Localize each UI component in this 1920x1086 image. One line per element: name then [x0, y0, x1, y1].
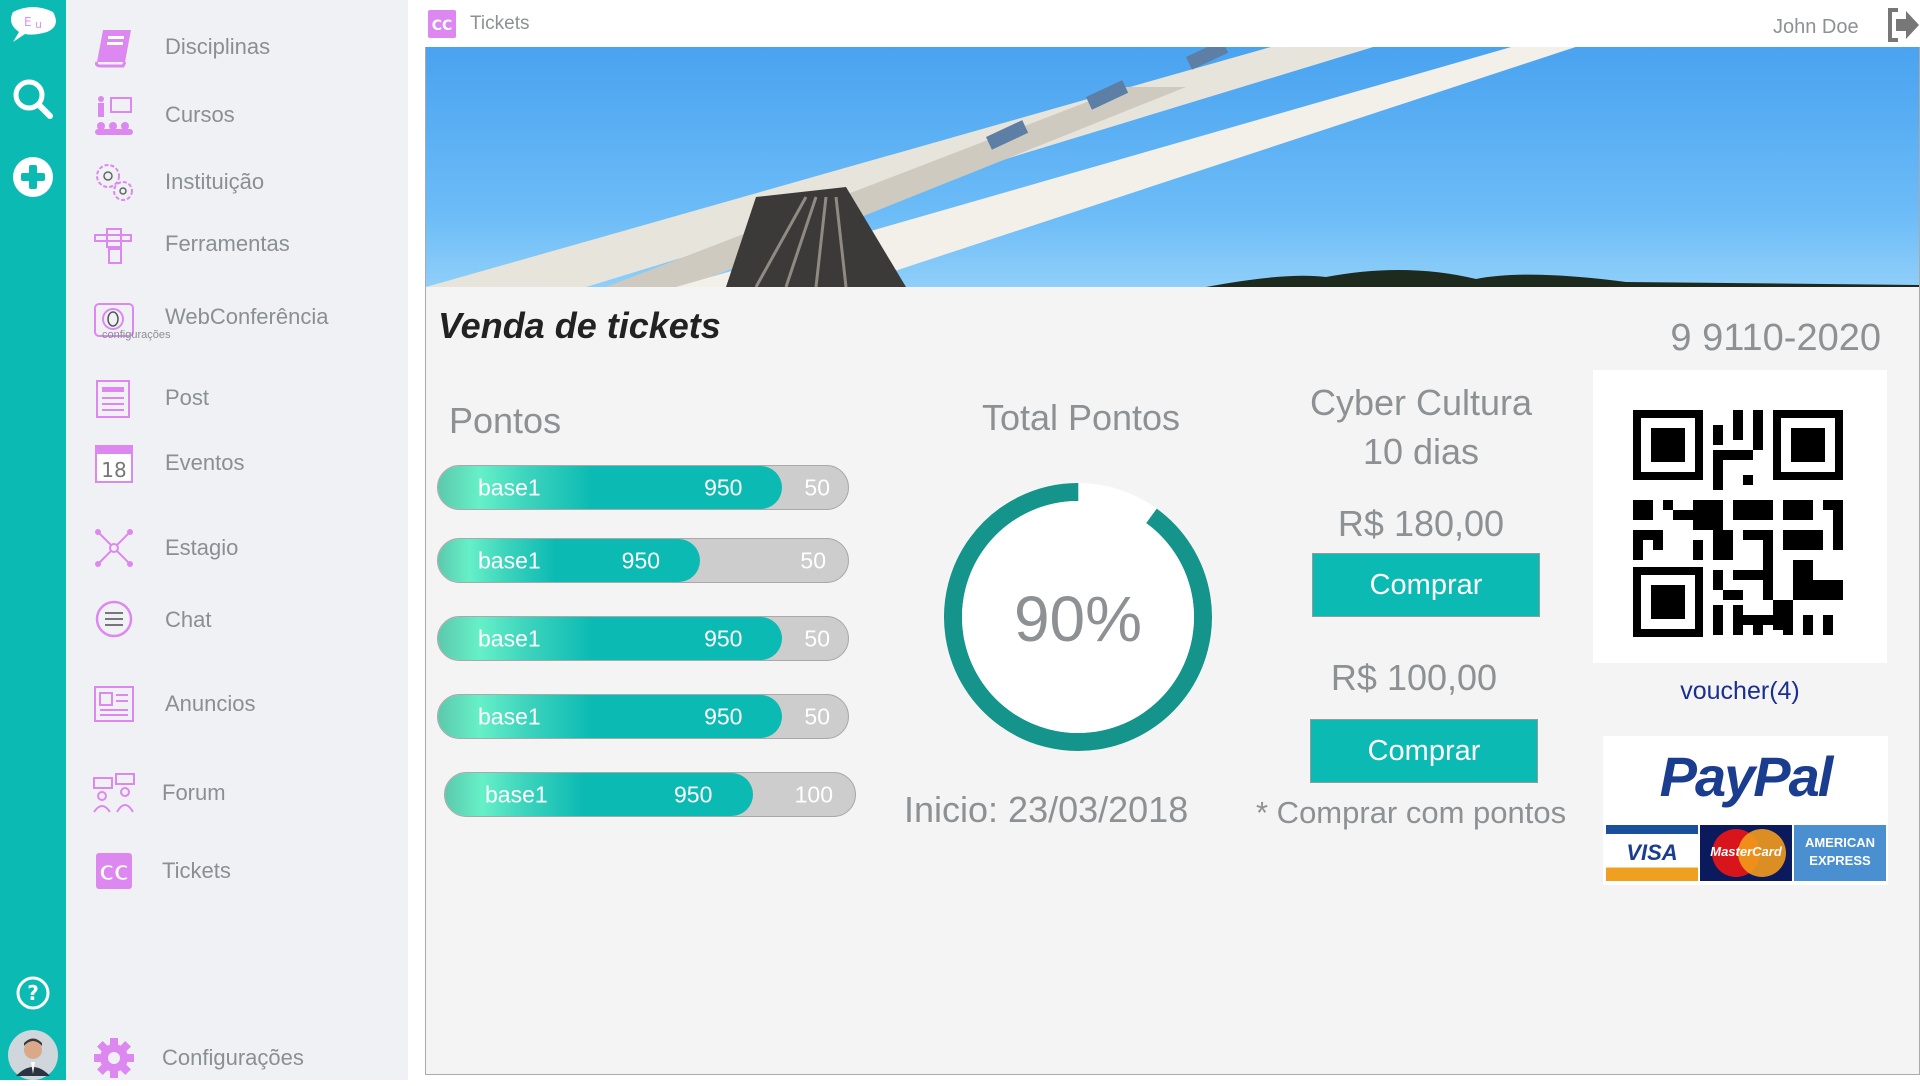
chat-icon — [92, 598, 136, 642]
points-bar-rest: 50 — [804, 474, 830, 500]
points-bar-rest: 100 — [794, 781, 833, 807]
camera-icon — [92, 295, 136, 339]
points-bar-label: base1 — [478, 547, 541, 573]
points-bar-value: 950 — [621, 547, 661, 573]
forum-icon — [92, 771, 136, 815]
tools-hand-icon — [92, 222, 136, 266]
points-bar-fill — [445, 773, 753, 816]
amex-logo: AMERICAN EXPRESS — [1794, 825, 1886, 881]
payment-logos: PayPal VISA MasterCard AMERICAN EXPRESS — [1603, 736, 1888, 885]
points-bar: base1 950 50 — [437, 538, 849, 583]
voucher-link[interactable]: voucher(4) — [1680, 677, 1800, 705]
sidebar-item-ferramentas[interactable]: Ferramentas — [66, 216, 408, 272]
section-title: Venda de tickets — [438, 305, 721, 346]
points-bar-rest: 50 — [804, 703, 830, 729]
gears-icon — [92, 160, 136, 204]
help-icon[interactable]: ? — [0, 973, 66, 1013]
announcement-icon — [92, 682, 136, 726]
network-icon — [92, 526, 136, 570]
points-bar-value: 950 — [704, 625, 743, 651]
points-bar-value: 950 — [704, 474, 743, 500]
paypal-logo: PayPal — [1659, 745, 1834, 808]
sidebar-item-instituicao[interactable]: Instituição — [66, 154, 408, 210]
book-icon — [92, 25, 136, 69]
presentation-icon — [92, 93, 136, 137]
sidebar-item-estagio[interactable]: Estagio — [66, 520, 408, 576]
sidebar-item-tickets[interactable]: CC Tickets — [66, 843, 408, 899]
sidebar-item-post[interactable]: Post — [66, 370, 408, 426]
product-name: Cyber Cultura — [1309, 382, 1533, 423]
banner-image — [426, 47, 1919, 287]
webconferencia-sub-label: configurações — [102, 329, 171, 341]
qr-code — [1593, 370, 1887, 663]
points-bar-label: base1 — [478, 474, 541, 500]
svg-text:u: u — [35, 18, 42, 31]
buy-button-2[interactable]: Comprar — [1310, 719, 1538, 783]
top-bar: CC Tickets John Doe — [408, 0, 1920, 47]
points-note: * Comprar com pontos — [1256, 795, 1567, 830]
gear-icon — [92, 1036, 136, 1080]
svg-text:18: 18 — [101, 458, 126, 482]
sidebar-item-anuncios[interactable]: Anuncios — [66, 676, 408, 732]
user-name[interactable]: John Doe — [1773, 16, 1859, 38]
price-2: R$ 100,00 — [1330, 657, 1498, 698]
page-title: Tickets — [470, 13, 530, 34]
sidebar-item-cursos[interactable]: Cursos — [66, 87, 408, 143]
newspaper-icon — [92, 376, 136, 420]
phone-number: 9 9110-2020 — [1670, 317, 1881, 359]
logout-icon[interactable] — [1886, 7, 1920, 43]
visa-logo: VISA — [1606, 825, 1698, 881]
sidebar-item-webconferencia[interactable]: WebConferência configurações — [66, 289, 408, 345]
points-bar: base1 950 50 — [437, 465, 849, 510]
tickets-icon: CC — [427, 9, 457, 39]
sidebar-item-configuracoes[interactable]: Configurações — [66, 1030, 408, 1086]
points-bar: base1 950 100 — [444, 772, 856, 817]
sidebar: Disciplinas Cursos Instituição Ferrament… — [66, 0, 408, 1080]
points-bar-rest: 50 — [800, 547, 826, 573]
price-1: R$ 180,00 — [1337, 503, 1505, 544]
sidebar-item-chat[interactable]: Chat — [66, 592, 408, 648]
total-percent: 90% — [1013, 583, 1143, 655]
sidebar-item-forum[interactable]: Forum — [66, 765, 408, 821]
search-icon[interactable] — [0, 76, 66, 122]
content-panel: Venda de tickets 9 9110-2020 Pontos base… — [425, 47, 1920, 1075]
svg-text:E: E — [24, 15, 32, 29]
sidebar-item-disciplinas[interactable]: Disciplinas — [66, 19, 408, 75]
start-date: Inicio: 23/03/2018 — [904, 789, 1189, 830]
points-bar-value: 950 — [674, 781, 713, 807]
points-title: Pontos — [449, 400, 562, 441]
points-bar-rest: 50 — [804, 625, 830, 651]
product-duration: 10 dias — [1362, 431, 1480, 472]
points-bar-fill — [438, 539, 701, 582]
points-bar-fill — [438, 695, 783, 738]
mastercard-logo: MasterCard — [1700, 825, 1792, 881]
svg-text:CC: CC — [432, 18, 453, 34]
points-bar-fill — [438, 466, 783, 509]
points-bar-value: 950 — [704, 703, 743, 729]
avatar[interactable] — [0, 1030, 66, 1080]
points-bar-label: base1 — [478, 625, 541, 651]
tickets-icon: CC — [92, 849, 136, 893]
svg-text:CC: CC — [99, 861, 128, 885]
points-bar-fill — [438, 617, 783, 660]
svg-text:?: ? — [27, 981, 39, 1005]
sidebar-item-eventos[interactable]: 18 Eventos — [66, 435, 408, 491]
total-points-title: Total Pontos — [981, 397, 1181, 438]
total-points-gauge — [944, 483, 1212, 751]
buy-button-1[interactable]: Comprar — [1312, 553, 1540, 617]
add-icon[interactable] — [0, 155, 66, 199]
points-bar-label: base1 — [485, 781, 548, 807]
points-bar: base1 950 50 — [437, 694, 849, 739]
points-bar-label: base1 — [478, 703, 541, 729]
calendar-icon: 18 — [92, 441, 136, 485]
points-bar: base1 950 50 — [437, 616, 849, 661]
